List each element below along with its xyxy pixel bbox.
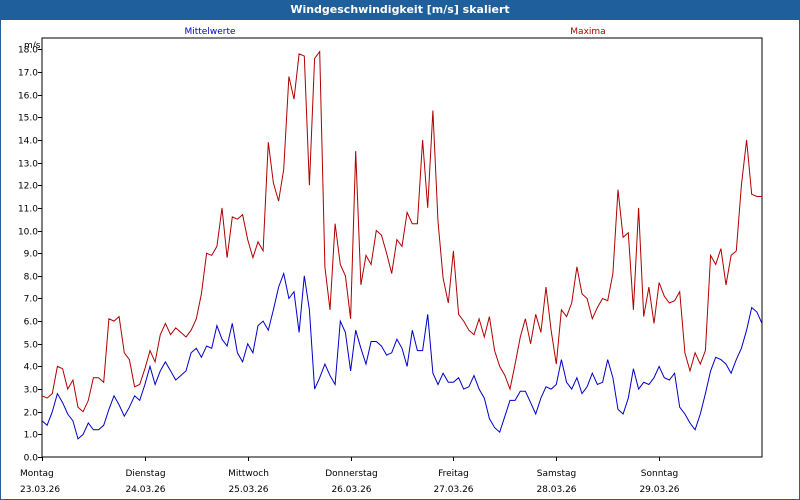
y-tick-label: 15.0 [18, 114, 38, 124]
y-tick-label: 8.0 [24, 273, 39, 283]
y-tick-label: 0.0 [24, 454, 39, 464]
chart-title: Windgeschwindigkeit [m/s] skaliert [0, 0, 800, 20]
y-tick-label: 9.0 [24, 250, 39, 260]
y-tick-label: 17.0 [18, 69, 38, 79]
legend-mittelwerte: Mittelwerte [184, 27, 235, 37]
y-tick-label: 16.0 [18, 92, 38, 102]
y-axis-label: m/s [24, 41, 41, 51]
x-tick-date: 24.03.26 [125, 485, 165, 495]
plot-area [41, 37, 763, 458]
y-tick-label: 13.0 [18, 160, 38, 170]
x-tick-day: Montag [20, 469, 54, 479]
legend: Mittelwerte Maxima [184, 27, 605, 37]
x-tick-labels: Montag 23.03.26 Dienstag 24.03.26 Mittwoch 25… [20, 469, 680, 495]
x-tick-day: Freitag [438, 469, 469, 479]
y-tick-label: 18.0 [18, 46, 38, 56]
y-tick-label: 3.0 [24, 386, 39, 396]
x-tick-day: Donnerstag [325, 469, 378, 479]
y-tick-label: 7.0 [24, 295, 39, 305]
x-tick-date: 25.03.26 [228, 485, 268, 495]
y-tick-label: 5.0 [24, 341, 39, 351]
y-tick-label: 10.0 [18, 228, 38, 238]
axes [38, 37, 763, 461]
series-lines [41, 50, 763, 440]
y-tick-label: 2.0 [24, 409, 39, 419]
x-tick-date: 23.03.26 [20, 485, 60, 495]
x-tick-date: 26.03.26 [331, 485, 371, 495]
x-tick-date: 27.03.26 [433, 485, 473, 495]
series-line-maxima [41, 50, 762, 413]
x-tick-day: Samstag [537, 469, 576, 479]
x-tick-date: 29.03.26 [639, 485, 679, 495]
y-tick-labels: 0.0 1.0 2.0 3.0 4.0 5.0 6.0 7.0 8.0 9.0 10.0 11.0 12… [18, 41, 41, 464]
y-tick-label: 1.0 [24, 431, 39, 441]
y-tick-label: 6.0 [24, 318, 39, 328]
y-tick-label: 12.0 [18, 182, 38, 192]
x-tick-day: Sonntag [641, 469, 678, 479]
y-tick-label: 14.0 [18, 137, 38, 147]
x-tick-day: Mittwoch [228, 469, 269, 479]
x-tick-date: 28.03.26 [536, 485, 576, 495]
legend-maxima: Maxima [570, 27, 605, 37]
x-tick-day: Dienstag [125, 469, 165, 479]
series-line-mittelwerte [41, 271, 763, 440]
y-tick-label: 11.0 [18, 205, 38, 215]
y-tick-label: 4.0 [24, 363, 39, 373]
